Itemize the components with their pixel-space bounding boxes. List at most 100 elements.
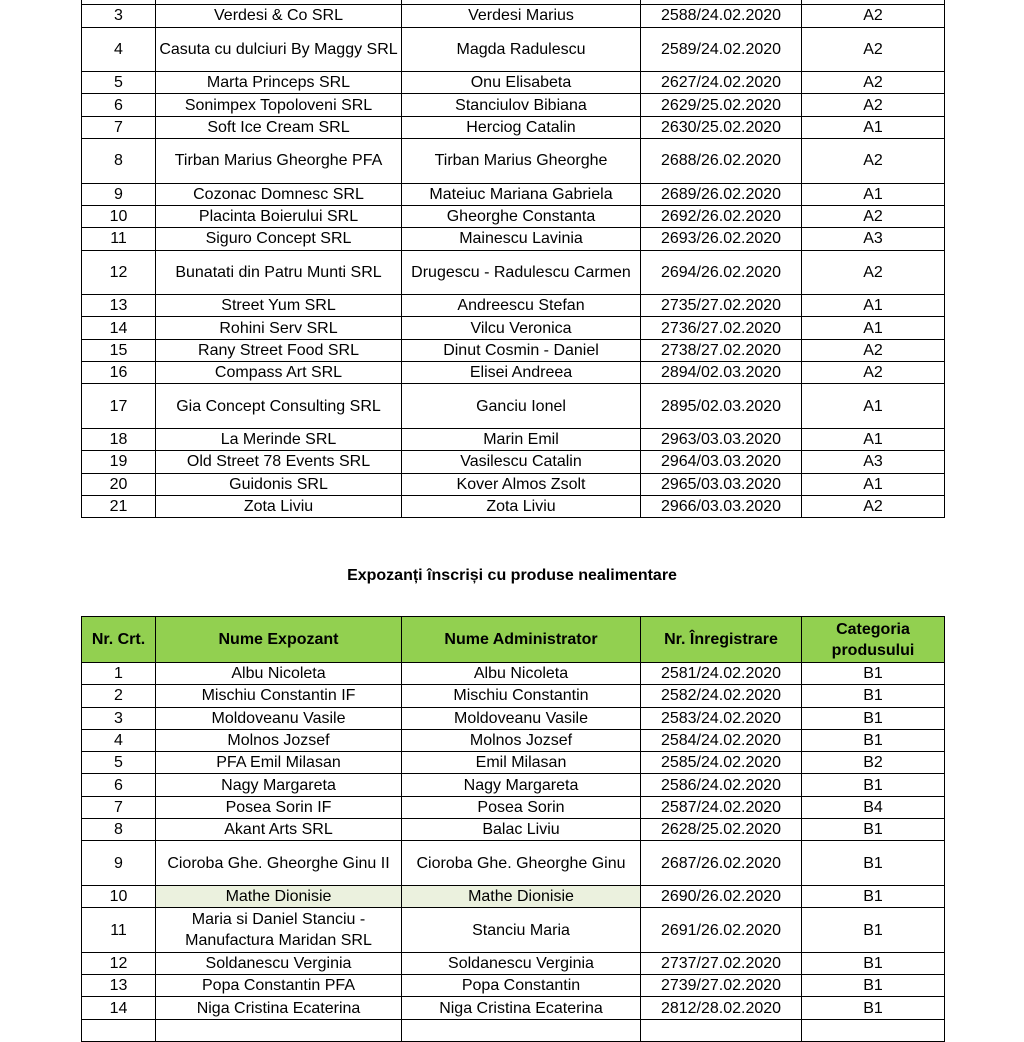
table-cell: Stanciulov Bibiana	[401, 93, 641, 117]
table-row: 21 Zota Liviu Zota Liviu 2966/03.03.2020 A2	[81, 494, 945, 519]
table-cell	[155, 1018, 402, 1042]
table-cell: Magda Radulescu	[401, 26, 641, 73]
table-cell: A1	[801, 294, 945, 318]
table-cell: Gheorghe Constanta	[401, 204, 641, 229]
table-cell: Niga Cristina Ecaterina	[155, 996, 402, 1020]
table-cell	[801, 1018, 945, 1042]
table-cell: A1	[801, 182, 945, 206]
table-cell: 2737/27.02.2020	[640, 951, 802, 976]
table-cell: 14	[81, 996, 156, 1020]
table-cell: 2689/26.02.2020	[640, 182, 802, 206]
table-cell: Albu Nicoleta	[155, 661, 402, 686]
table-cell: La Merinde SRL	[155, 427, 402, 452]
table-cell: Gia Concept Consulting SRL	[155, 383, 402, 429]
table-cell: A2	[801, 138, 945, 184]
table-cell: Soldanescu Verginia	[401, 951, 641, 976]
table-row: 17 Gia Concept Consulting SRL Ganciu Ionel…	[81, 383, 945, 429]
table-header: Nr. Crt. Nume Expozant Nume Administrator N…	[81, 616, 945, 663]
table-cell: Nagy Margareta	[155, 773, 402, 797]
table-cell	[401, 1018, 641, 1042]
table-cell: Cozonac Domnesc SRL	[155, 182, 402, 206]
table-cell: Verdesi Marius	[401, 4, 641, 28]
table-cell: 2736/27.02.2020	[640, 316, 802, 340]
table-cell: A2	[801, 71, 945, 95]
table-cell: 7	[81, 795, 156, 820]
table-row: 12 Soldanescu Verginia Soldanescu Verginia…	[81, 951, 945, 976]
table-cell: B1	[801, 884, 945, 909]
table-cell: 21	[81, 494, 156, 519]
table-cell: A1	[801, 383, 945, 429]
table-cell: B1	[801, 818, 945, 842]
table-cell: 9	[81, 840, 156, 886]
table-cell: Moldoveanu Vasile	[155, 706, 402, 730]
table-row: 3 Moldoveanu Vasile Moldoveanu Vasile 2583/…	[81, 706, 945, 730]
table-cell: 2587/24.02.2020	[640, 795, 802, 820]
table-cell: Onu Elisabeta	[401, 71, 641, 95]
table-cell: 6	[81, 773, 156, 797]
table-cell: B1	[801, 728, 945, 753]
table-cell: Molnos Jozsef	[401, 728, 641, 753]
table-cell: Tirban Marius Gheorghe PFA	[155, 138, 402, 184]
table-cell: 18	[81, 427, 156, 452]
table-cell: 2583/24.02.2020	[640, 706, 802, 730]
table-cell: 2894/02.03.2020	[640, 361, 802, 385]
table-row: 9 Cioroba Ghe. Gheorghe Ginu II Cioroba Gh…	[81, 840, 945, 886]
table-row: 19 Old Street 78 Events SRL Vasilescu Cata…	[81, 450, 945, 474]
table-row: 13 Popa Constantin PFA Popa Constantin 2739…	[81, 974, 945, 998]
table-row: 4 Casuta cu dulciuri By Maggy SRL Magda Ra…	[81, 26, 945, 73]
table-cell: Elisei Andreea	[401, 361, 641, 385]
table-cell: Akant Arts SRL	[155, 818, 402, 842]
table-cell: Cioroba Ghe. Gheorghe Ginu	[401, 840, 641, 886]
table-cell: 7	[81, 115, 156, 140]
header-cell: Nume Expozant	[155, 616, 402, 663]
table-cell: 17	[81, 383, 156, 429]
table-cell: B1	[801, 996, 945, 1020]
table-cell: 2691/26.02.2020	[640, 907, 802, 953]
table-cell: 2582/24.02.2020	[640, 684, 802, 708]
table-cell: 2	[81, 684, 156, 708]
table-cell: 20	[81, 472, 156, 496]
table-cell: 2692/26.02.2020	[640, 204, 802, 229]
table-cell: 15	[81, 338, 156, 363]
table-cell: Siguro Concept SRL	[155, 227, 402, 251]
non-food-exhibitors-table: Nr. Crt. Nume Expozant Nume Administrator N…	[81, 616, 945, 1042]
table-row: 13 Street Yum SRL Andreescu Stefan 2735/27.…	[81, 294, 945, 318]
table-row: 5 Marta Princeps SRL Onu Elisabeta 2627/24.…	[81, 71, 945, 95]
table-cell: Compass Art SRL	[155, 361, 402, 385]
table-cell: 2694/26.02.2020	[640, 249, 802, 296]
table-cell: 2965/03.03.2020	[640, 472, 802, 496]
table-cell: 19	[81, 450, 156, 474]
table-cell: 5	[81, 751, 156, 775]
table-row: 14 Niga Cristina Ecaterina Niga Cristina E…	[81, 996, 945, 1020]
table-row: 8 Akant Arts SRL Balac Liviu 2628/25.02.202…	[81, 818, 945, 842]
table-row: 4 Molnos Jozsef Molnos Jozsef 2584/24.02.20…	[81, 728, 945, 753]
table-cell: Bunatati din Patru Munti SRL	[155, 249, 402, 296]
table-cell: 12	[81, 249, 156, 296]
food-exhibitors-table: 3 Verdesi & Co SRL Verdesi Marius 2588/24.0…	[81, 0, 945, 519]
table-cell: Mateiuc Mariana Gabriela	[401, 182, 641, 206]
header-cell: Nume Administrator	[401, 616, 641, 663]
table-cell	[81, 1018, 156, 1042]
table-cell: Kover Almos Zsolt	[401, 472, 641, 496]
table-cell: B1	[801, 661, 945, 686]
table-cell: Mischiu Constantin	[401, 684, 641, 708]
table-cell: 2966/03.03.2020	[640, 494, 802, 519]
table-cell: B4	[801, 795, 945, 820]
table-cell: A2	[801, 204, 945, 229]
table-row: 1 Albu Nicoleta Albu Nicoleta 2581/24.02.20…	[81, 661, 945, 686]
table-cell: 2964/03.03.2020	[640, 450, 802, 474]
table-row: 14 Rohini Serv SRL Vilcu Veronica 2736/27.0…	[81, 316, 945, 340]
table-row: 2 Mischiu Constantin IF Mischiu Constantin…	[81, 684, 945, 708]
header-cell: Categoria produsului	[801, 616, 945, 663]
table-cell: Mainescu Lavinia	[401, 227, 641, 251]
table-cell: 8	[81, 138, 156, 184]
table-cell: A2	[801, 361, 945, 385]
table-cell: 2739/27.02.2020	[640, 974, 802, 998]
table-cell: A3	[801, 450, 945, 474]
table-cell: Emil Milasan	[401, 751, 641, 775]
table-cell: Mathe Dionisie	[401, 884, 641, 909]
table-cell: Verdesi & Co SRL	[155, 4, 402, 28]
table-cell: A2	[801, 494, 945, 519]
table-cell: 11	[81, 227, 156, 251]
